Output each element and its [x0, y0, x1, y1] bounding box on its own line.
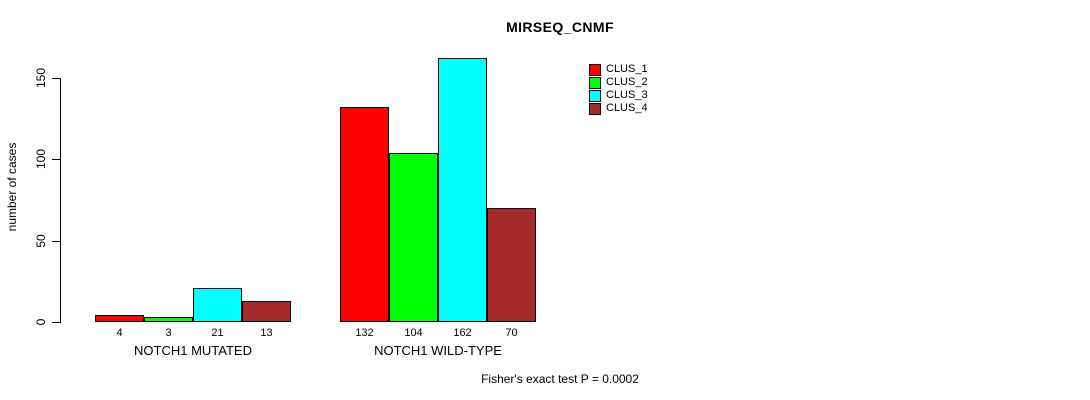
legend-item-label: CLUS_2 — [606, 76, 648, 88]
y-axis-tick-label: 150 — [34, 67, 48, 89]
bar-clus_3-group2 — [438, 58, 487, 322]
y-axis-tick — [52, 78, 60, 79]
bar-clus_2-group2 — [389, 153, 438, 322]
bar-clus_4-group2 — [487, 208, 536, 322]
y-axis-line — [60, 78, 61, 323]
y-axis-tick-label: 0 — [34, 318, 48, 326]
bar-value-label: 3 — [165, 327, 172, 339]
y-axis-label: number of cases — [5, 142, 19, 232]
bar-clus_3-group1 — [193, 288, 242, 322]
legend-item-label: CLUS_1 — [606, 63, 648, 75]
legend-color-swatch — [589, 89, 601, 102]
bar-value-label: 21 — [211, 327, 224, 339]
legend: CLUS_1 CLUS_2 CLUS_3 CLUS_4 — [589, 63, 648, 115]
legend-color-swatch — [589, 76, 601, 89]
y-axis-tick — [52, 159, 60, 160]
y-axis-tick — [52, 322, 60, 323]
legend-item: CLUS_1 — [589, 63, 648, 76]
legend-item-label: CLUS_3 — [606, 89, 648, 101]
y-axis-tick-label: 100 — [34, 148, 48, 170]
legend-color-swatch — [589, 63, 601, 76]
bar-clus_1-group1 — [95, 315, 144, 322]
legend-item: CLUS_4 — [589, 102, 648, 115]
y-axis-tick-label: 50 — [34, 234, 48, 248]
bar-value-label: 70 — [505, 327, 518, 339]
bar-value-label: 104 — [404, 327, 423, 339]
legend-item: CLUS_3 — [589, 89, 648, 102]
chart-title: MIRSEQ_CNMF — [506, 19, 614, 35]
legend-item-label: CLUS_4 — [606, 102, 648, 114]
legend-item: CLUS_2 — [589, 76, 648, 89]
y-axis-tick — [52, 241, 60, 242]
bar-value-label: 4 — [116, 327, 123, 339]
category-label: NOTCH1 MUTATED — [134, 343, 252, 358]
annotation-fisher-test: Fisher's exact test P = 0.0002 — [481, 372, 639, 386]
bar-clus_4-group1 — [242, 301, 291, 322]
category-label: NOTCH1 WILD-TYPE — [374, 343, 502, 358]
bar-clus_1-group2 — [340, 107, 389, 322]
bar-value-label: 13 — [260, 327, 273, 339]
bar-value-label: 132 — [355, 327, 374, 339]
legend-color-swatch — [589, 102, 601, 115]
bar-clus_2-group1 — [144, 317, 193, 322]
bar-value-label: 162 — [453, 327, 472, 339]
